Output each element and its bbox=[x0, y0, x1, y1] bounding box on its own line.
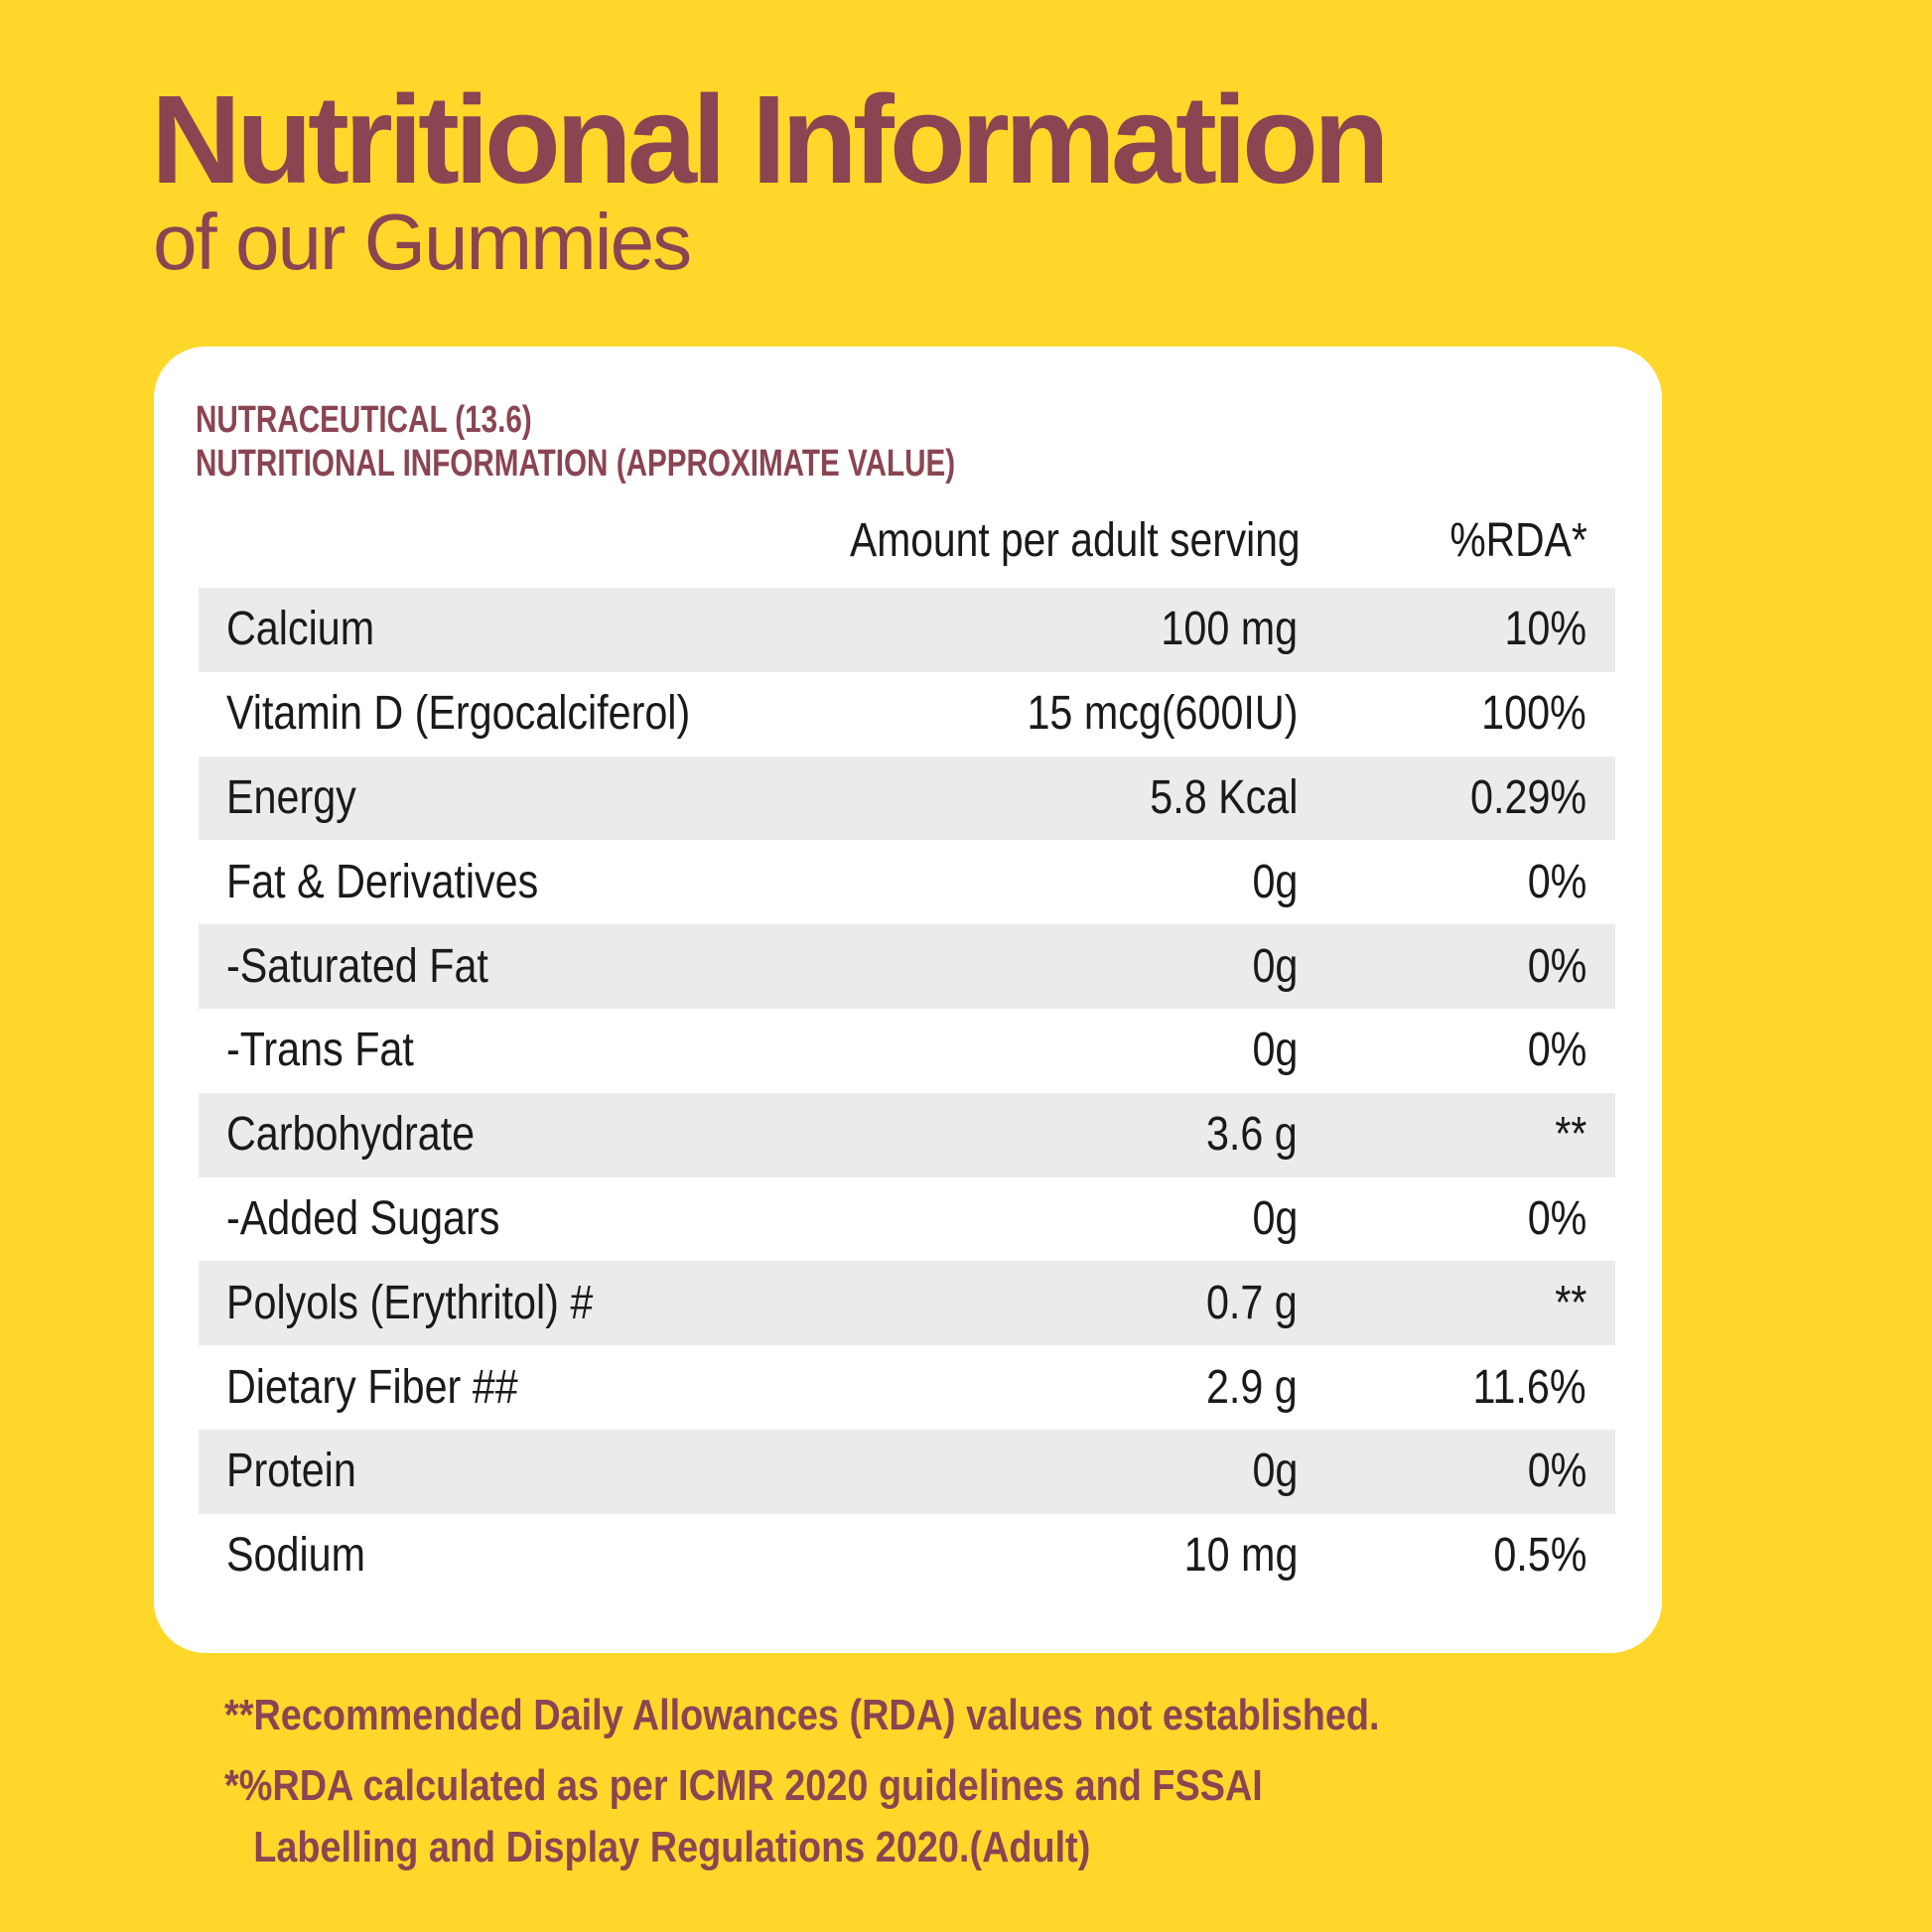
nutrient-name: Fat & Derivatives bbox=[226, 855, 539, 908]
footnote-rda-not-established: **Recommended Daily Allowances (RDA) val… bbox=[224, 1691, 1380, 1739]
nutrient-rda: 0% bbox=[1527, 939, 1587, 993]
nutrient-name: Vitamin D (Ergocalciferol) bbox=[226, 687, 691, 741]
table-row: Energy 5.8 Kcal 0.29% bbox=[199, 756, 1615, 841]
nutrient-name: Energy bbox=[226, 770, 356, 824]
nutrition-card: NUTRACEUTICAL (13.6) NUTRITIONAL INFORMA… bbox=[154, 346, 1662, 1653]
nutrient-amount: 0g bbox=[1252, 1024, 1298, 1077]
table-row: -Trans Fat 0g 0% bbox=[199, 1009, 1615, 1093]
nutrient-name: Protein bbox=[226, 1445, 356, 1498]
nutrient-name: -Added Sugars bbox=[226, 1191, 500, 1245]
nutrient-amount: 0g bbox=[1252, 1445, 1298, 1498]
table-row: Fat & Derivatives 0g 0% bbox=[199, 840, 1615, 924]
nutrient-amount: 0g bbox=[1252, 855, 1298, 908]
nutrient-amount: 3.6 g bbox=[1206, 1108, 1298, 1162]
nutrient-amount: 100 mg bbox=[1161, 603, 1298, 656]
table-row: Vitamin D (Ergocalciferol) 15 mcg(600IU)… bbox=[199, 672, 1615, 757]
nutrient-amount: 0g bbox=[1252, 939, 1298, 993]
nutrient-rda: 10% bbox=[1504, 603, 1587, 656]
nutrient-name: -Saturated Fat bbox=[226, 939, 488, 993]
table-row: Sodium 10 mg 0.5% bbox=[199, 1514, 1615, 1598]
nutrient-rda: 0% bbox=[1527, 1024, 1587, 1077]
nutrition-table: Calcium 100 mg 10% Vitamin D (Ergocalcif… bbox=[199, 588, 1615, 1598]
card-header-line2: NUTRITIONAL INFORMATION (APPROXIMATE VAL… bbox=[196, 443, 956, 484]
nutrient-name: -Trans Fat bbox=[226, 1024, 414, 1077]
nutrient-name: Dietary Fiber ## bbox=[226, 1360, 518, 1414]
card-header-line1: NUTRACEUTICAL (13.6) bbox=[196, 399, 532, 441]
nutrient-amount: 10 mg bbox=[1183, 1529, 1298, 1583]
nutrient-amount: 0g bbox=[1252, 1191, 1298, 1245]
nutrient-name: Carbohydrate bbox=[226, 1108, 476, 1162]
footnote-rda-calculation: *%RDA calculated as per ICMR 2020 guidel… bbox=[224, 1755, 1263, 1878]
page-title: Nutritional Information bbox=[151, 69, 1390, 209]
nutrient-rda: ** bbox=[1554, 1108, 1587, 1162]
footnote-rda-calculation-line2: Labelling and Display Regulations 2020.(… bbox=[253, 1823, 1091, 1871]
footnote-rda-calculation-line1: *%RDA calculated as per ICMR 2020 guidel… bbox=[224, 1761, 1263, 1810]
nutrient-amount: 5.8 Kcal bbox=[1149, 770, 1298, 824]
nutrient-rda: 100% bbox=[1481, 687, 1587, 741]
nutrient-rda: 0% bbox=[1527, 1191, 1587, 1245]
nutrient-rda: 0% bbox=[1527, 855, 1587, 908]
nutrient-rda: ** bbox=[1554, 1276, 1587, 1329]
nutrient-rda: 0.29% bbox=[1469, 770, 1587, 824]
nutrient-name: Calcium bbox=[226, 603, 375, 656]
nutrient-name: Polyols (Erythritol) # bbox=[226, 1276, 594, 1329]
nutrient-rda: 11.6% bbox=[1473, 1360, 1587, 1414]
table-row: -Saturated Fat 0g 0% bbox=[199, 924, 1615, 1009]
table-row: Carbohydrate 3.6 g ** bbox=[199, 1092, 1615, 1177]
nutrient-rda: 0% bbox=[1527, 1445, 1587, 1498]
nutrient-name: Sodium bbox=[226, 1529, 365, 1583]
table-row: Protein 0g 0% bbox=[199, 1429, 1615, 1514]
nutrient-amount: 15 mcg(600IU) bbox=[1026, 687, 1298, 741]
card-header: NUTRACEUTICAL (13.6) NUTRITIONAL INFORMA… bbox=[196, 398, 955, 485]
nutrient-amount: 2.9 g bbox=[1206, 1360, 1298, 1414]
table-row: Calcium 100 mg 10% bbox=[199, 588, 1615, 672]
nutrient-rda: 0.5% bbox=[1492, 1529, 1587, 1583]
table-row: Polyols (Erythritol) # 0.7 g ** bbox=[199, 1261, 1615, 1346]
column-header-rda: %RDA* bbox=[1449, 514, 1587, 567]
nutrient-amount: 0.7 g bbox=[1206, 1276, 1298, 1329]
page-subtitle: of our Gummies bbox=[153, 198, 692, 286]
table-row: Dietary Fiber ## 2.9 g 11.6% bbox=[199, 1345, 1615, 1430]
table-row: -Added Sugars 0g 0% bbox=[199, 1177, 1615, 1262]
column-header-amount: Amount per adult serving bbox=[850, 514, 1301, 567]
